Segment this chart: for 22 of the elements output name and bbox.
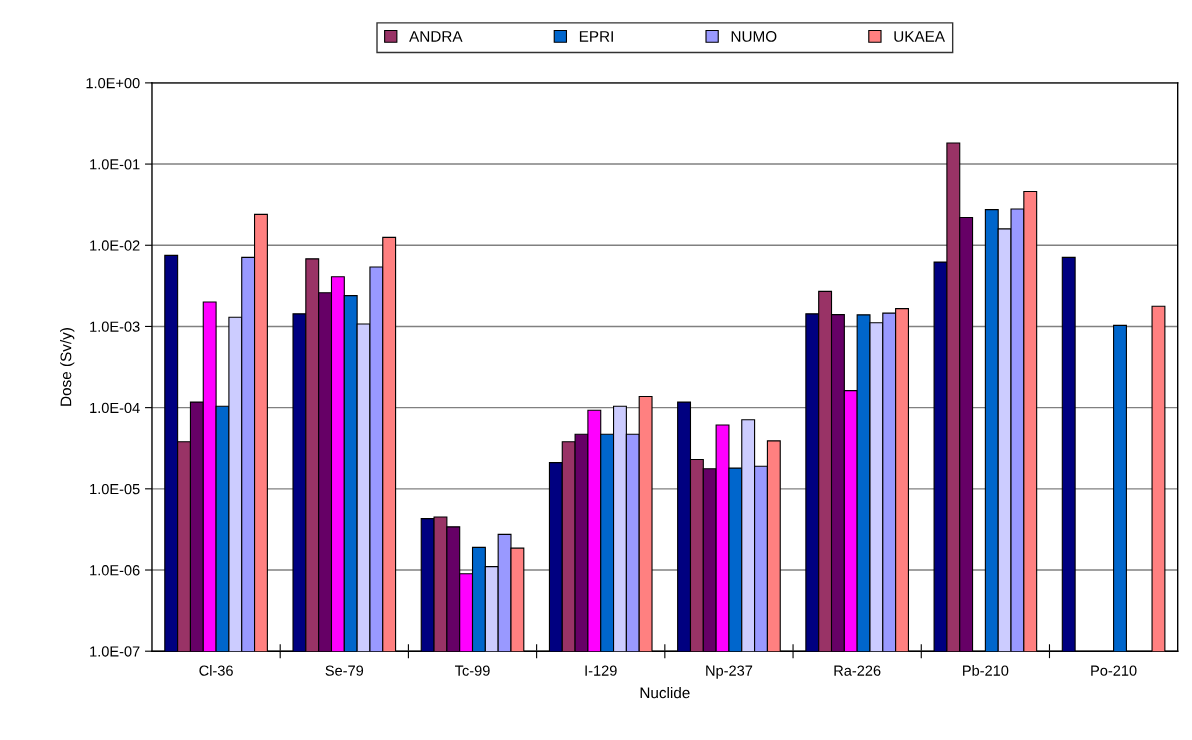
x-axis-title: Nuclide [640, 687, 690, 699]
legend-label: ANDRA [409, 31, 463, 42]
x-tick-label: Np-237 [706, 665, 753, 679]
legend-label: UKAEA [894, 31, 945, 42]
y-tick-label: 1.0E-07 [90, 646, 140, 657]
y-tick-label: 1.0E-02 [90, 240, 140, 251]
x-tick-label: Cl-36 [199, 665, 233, 676]
y-tick-label: 1.0E-04 [90, 402, 140, 414]
x-tick-label: Se-79 [325, 665, 364, 676]
legend-label: EPRI [579, 31, 613, 42]
y-axis-title: Dose (Sv/y) [60, 328, 75, 406]
y-tick-label: 1.0E-05 [90, 483, 140, 495]
y-tick-label: 1.0E+00 [86, 77, 140, 89]
x-tick-label: Ra-226 [834, 665, 881, 676]
y-tick-label: 1.0E-03 [90, 321, 140, 332]
x-tick-label: I-129 [585, 665, 617, 676]
y-tick-label: 1.0E-01 [90, 159, 140, 170]
x-tick-label: Tc-99 [455, 665, 490, 676]
legend-label: NUMO [731, 31, 777, 42]
y-tick-label: 1.0E-06 [90, 565, 140, 576]
x-tick-label: Po-210 [1091, 665, 1137, 676]
x-tick-label: Pb-210 [963, 665, 1009, 676]
